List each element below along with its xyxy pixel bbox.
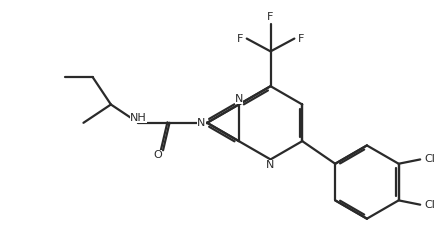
- Text: F: F: [267, 13, 274, 23]
- Text: N: N: [197, 118, 206, 128]
- Text: F: F: [237, 34, 244, 44]
- Text: NH: NH: [130, 113, 147, 123]
- Text: O: O: [153, 150, 162, 160]
- Text: Cl: Cl: [424, 200, 435, 210]
- Text: N: N: [267, 160, 275, 170]
- Text: F: F: [297, 34, 304, 44]
- Text: N: N: [235, 94, 243, 104]
- Text: Cl: Cl: [424, 155, 435, 164]
